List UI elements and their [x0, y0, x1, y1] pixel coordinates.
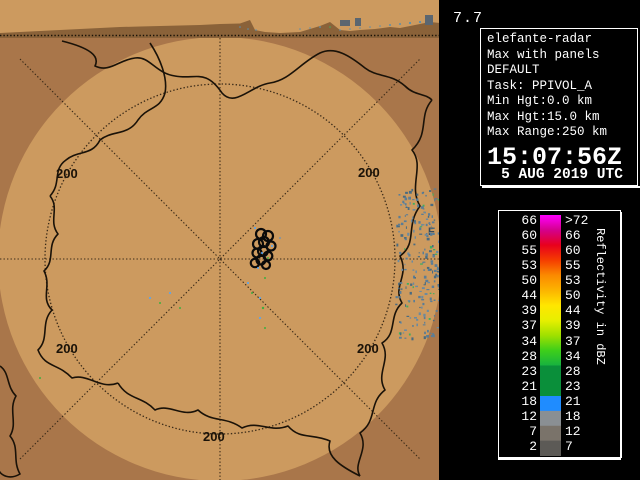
svg-text:200: 200 — [203, 429, 225, 444]
svg-text:200: 200 — [56, 341, 78, 356]
svg-text:200: 200 — [358, 165, 380, 180]
svg-text:200: 200 — [56, 166, 78, 181]
svg-text:200: 200 — [357, 341, 379, 356]
